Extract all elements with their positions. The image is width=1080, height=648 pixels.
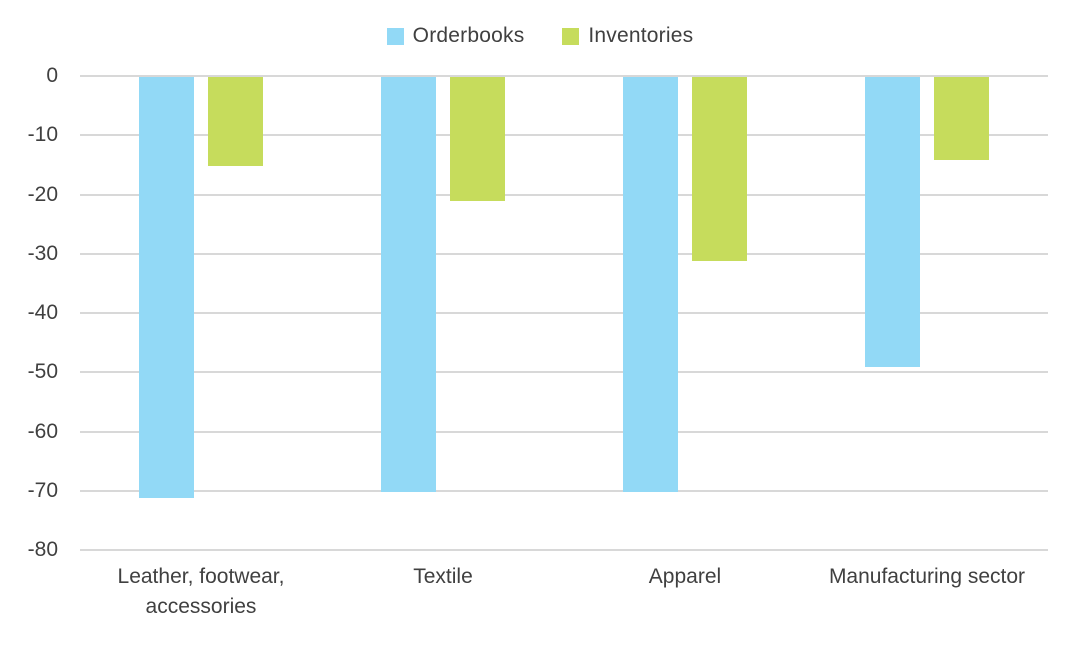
gridline-y-40 <box>80 312 1048 314</box>
plot-area <box>80 75 1048 551</box>
x-category-label-textile: Textile <box>413 565 473 588</box>
bar-orderbooks-apparel <box>623 77 678 492</box>
legend: Orderbooks Inventories <box>0 24 1080 48</box>
gridline-y-80 <box>80 549 1048 551</box>
y-tick-label--70: -70 <box>27 478 58 502</box>
bar-inventories-textile <box>450 77 505 202</box>
legend-swatch-inventories-icon <box>562 27 580 45</box>
y-tick-label--50: -50 <box>27 360 58 384</box>
y-tick-label--60: -60 <box>27 419 58 443</box>
bar-orderbooks-leather-footwear-accessories <box>139 77 194 498</box>
legend-label-orderbooks: Orderbooks <box>412 24 525 47</box>
legend-label-inventories: Inventories <box>588 24 694 47</box>
x-category-label-leather-footwear-accessories: Leather, footwear, accessories <box>117 565 285 618</box>
bar-inventories-apparel <box>692 77 747 261</box>
y-tick-label-0: 0 <box>46 64 58 87</box>
legend-item-orderbooks: Orderbooks <box>386 24 525 48</box>
x-category-label-apparel: Apparel <box>648 565 722 588</box>
y-tick-label--20: -20 <box>27 182 58 206</box>
gridline-y0 <box>80 75 1048 77</box>
legend-item-inventories: Inventories <box>562 24 693 48</box>
x-category-label-manufacturing-sector: Manufacturing sector <box>828 565 1026 588</box>
gridline-y-70 <box>80 489 1048 492</box>
legend-swatch-orderbooks-icon <box>386 27 404 45</box>
bar-orderbooks-manufacturing-sector <box>865 77 920 368</box>
bar-inventories-manufacturing-sector <box>934 77 989 160</box>
bar-orderbooks-textile <box>381 77 436 492</box>
y-tick-label--40: -40 <box>27 301 58 324</box>
gridline-y-30 <box>80 252 1048 255</box>
y-tick-label--30: -30 <box>27 241 58 265</box>
y-tick-label--80: -80 <box>27 538 58 561</box>
gridline-y-10 <box>80 134 1048 137</box>
y-tick-label--10: -10 <box>27 123 58 147</box>
gridline-y-60 <box>80 430 1048 433</box>
bar-inventories-leather-footwear-accessories <box>208 77 263 166</box>
gridline-y-20 <box>80 193 1048 196</box>
gridline-y-50 <box>80 371 1048 374</box>
